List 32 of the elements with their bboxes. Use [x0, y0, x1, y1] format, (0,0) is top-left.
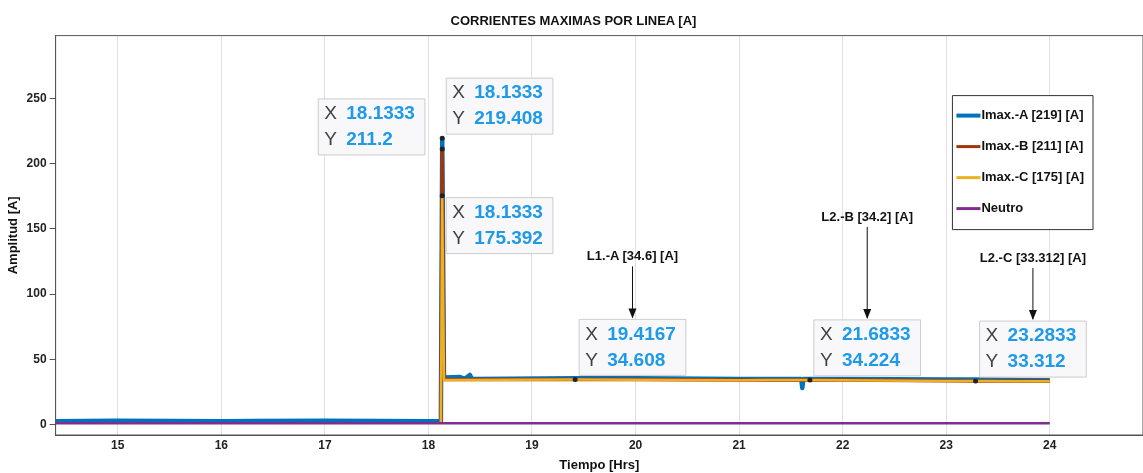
y-tick-label: 0: [39, 416, 47, 431]
x-axis-title: Tiempo [Hrs]: [559, 456, 640, 472]
x-tick-label: 17: [318, 437, 332, 452]
x-tick-label: 20: [628, 437, 643, 452]
legend-label: Imax.-B [211] [A]: [981, 138, 1084, 154]
annotation: L1.-A [34.6] [A]: [586, 248, 679, 264]
chart-title: CORRIENTES MAXIMAS POR LINEA [A]: [450, 13, 697, 29]
y-tick-label: 200: [26, 155, 47, 170]
annotation: X 23.2833 Y 33.312: [985, 324, 1077, 372]
x-tick-label: 18: [421, 437, 436, 452]
x-tick-label: 24: [1043, 437, 1057, 452]
annotation: X 18.1333 Y 175.392: [452, 200, 543, 248]
x-tick-label: 19: [525, 437, 539, 452]
annotation: L2.-B [34.2] [A]: [821, 208, 914, 224]
x-tick-label: 16: [214, 437, 229, 452]
x-tick-label: 15: [111, 437, 125, 452]
legend-label: Imax.-A [219] [A]: [981, 107, 1084, 123]
y-tick-label: 150: [26, 221, 47, 236]
y-tick-label: 50: [33, 351, 47, 366]
x-tick-label: 22: [836, 437, 850, 452]
legend-label: Neutro: [981, 200, 1024, 216]
x-tick-label: 21: [732, 437, 747, 452]
annotation: L2.-C [33.312] [A]: [979, 250, 1087, 266]
annotation: X 18.1333 Y 219.408: [452, 81, 543, 129]
y-tick-label: 100: [26, 286, 47, 301]
annotation: X 19.4167 Y 34.608: [585, 322, 676, 370]
legend-label: Imax.-C [175] [A]: [981, 169, 1084, 185]
y-tick-label: 250: [26, 90, 47, 105]
y-axis-title: Amplitud [A]: [5, 196, 21, 275]
x-tick-label: 23: [939, 437, 954, 452]
annotation: X 18.1333 Y 211.2: [324, 102, 415, 150]
annotation: X 21.6833 Y 34.224: [819, 323, 911, 371]
